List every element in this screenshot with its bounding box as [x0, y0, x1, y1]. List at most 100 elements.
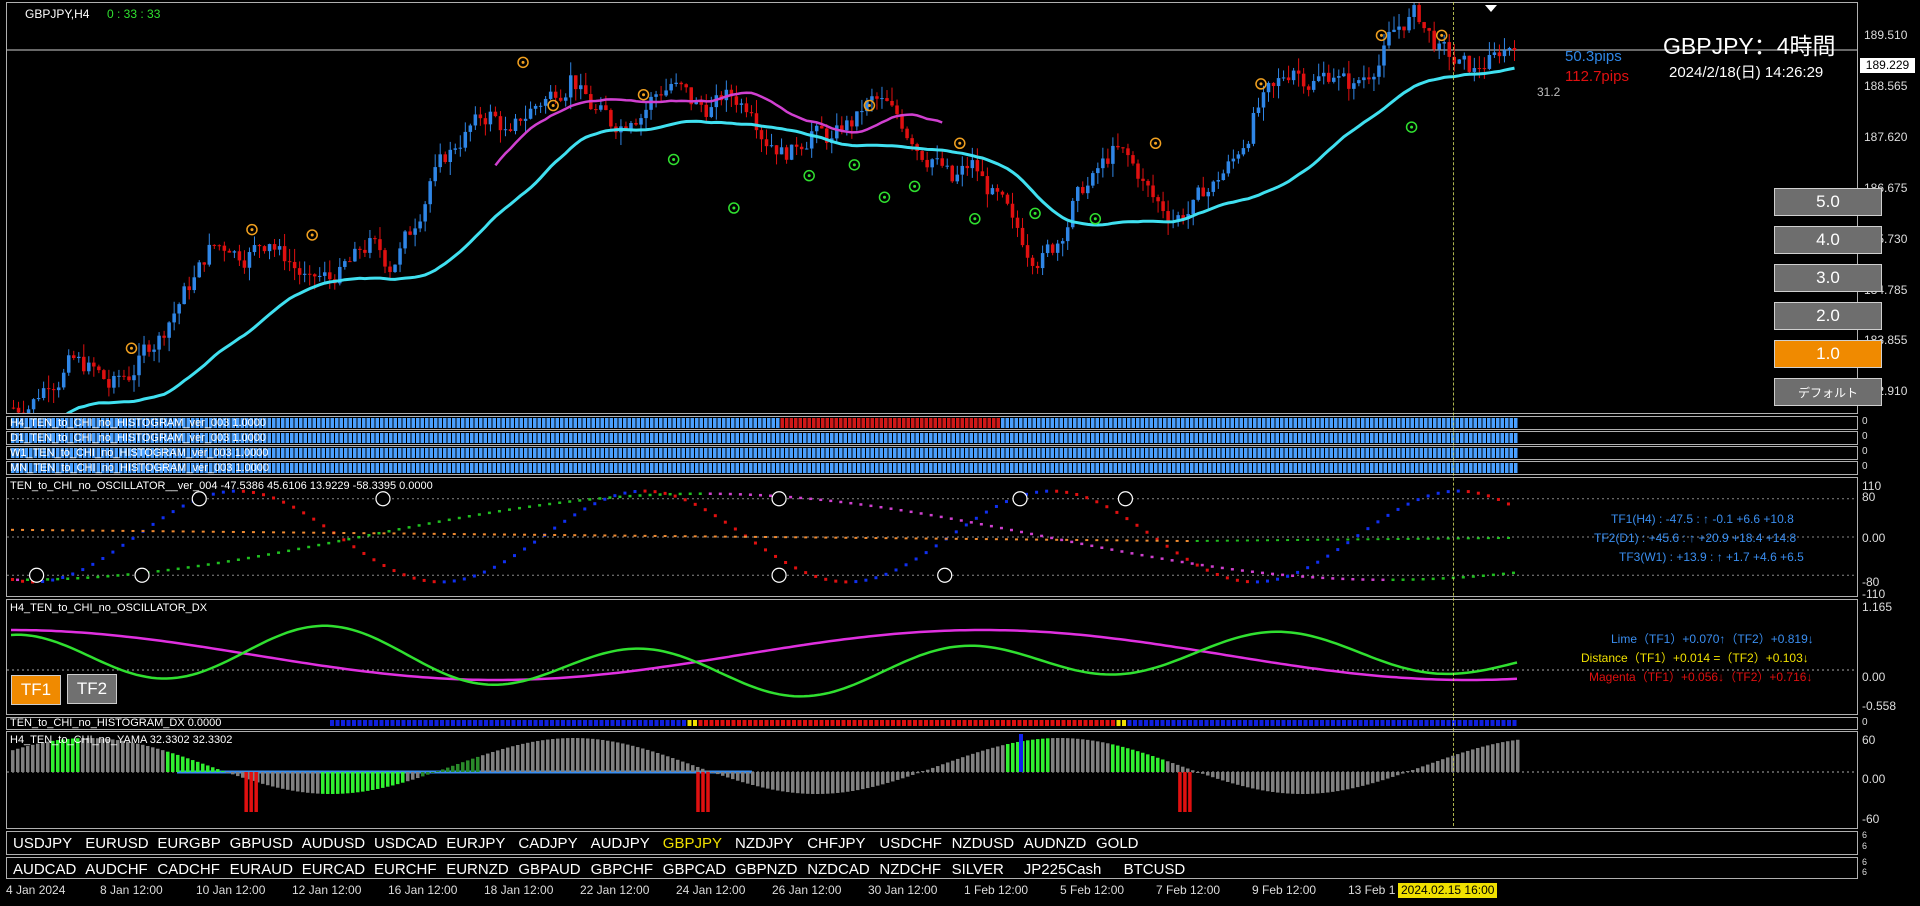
- symbol-gbpchf[interactable]: GBPCHF: [590, 861, 654, 878]
- symbol-cadjpy[interactable]: CADJPY: [518, 835, 578, 852]
- symbol-audchf[interactable]: AUDCHF: [85, 861, 148, 878]
- histogram-dx-bar: [621, 720, 626, 726]
- symbol-euraud[interactable]: EURAUD: [229, 861, 293, 878]
- tf2-button[interactable]: TF2: [67, 674, 117, 704]
- symbol-eurjpy[interactable]: EURJPY: [446, 835, 506, 852]
- histogram-bar: [353, 433, 357, 443]
- histogram-dx-bar: [1221, 720, 1225, 726]
- histogram-bar: [618, 448, 622, 458]
- histogram-bar: [164, 433, 168, 443]
- osc-tf3-dot: [151, 530, 155, 533]
- histogram-bar: [159, 463, 163, 473]
- scale-button-4[interactable]: 4.0: [1774, 226, 1882, 254]
- symbol-audusd[interactable]: AUDUSD: [301, 835, 366, 852]
- histogram-bar: [384, 433, 388, 443]
- osc-tf1-dot: [1306, 566, 1310, 570]
- tf1-button[interactable]: TF1: [11, 675, 61, 705]
- symbol-audnzd[interactable]: AUDNZD: [1023, 835, 1087, 852]
- osc-tf3-dot: [1125, 539, 1129, 542]
- histogram-bar: [717, 433, 721, 443]
- histogram-bar: [803, 418, 807, 428]
- histogram-bar: [1433, 463, 1437, 473]
- yama-bar: [56, 740, 60, 772]
- histogram-bar: [506, 448, 510, 458]
- histogram-bar: [326, 433, 330, 443]
- symbol-btcusd[interactable]: BTCUSD: [1123, 861, 1186, 878]
- candle-body: [353, 248, 357, 262]
- histogram-bar: [1163, 463, 1167, 473]
- symbol-gold[interactable]: GOLD: [1096, 835, 1139, 852]
- yama-bar: [271, 772, 275, 787]
- osc-tf3-dot: [71, 529, 75, 532]
- main-chart-pane[interactable]: GBPJPY,H4 0 : 33 : 33 GBPJPY：4時間 2024/2/…: [6, 2, 1858, 414]
- symbol-nzdcad[interactable]: NZDCAD: [807, 861, 870, 878]
- symbol-gbpnzd[interactable]: GBPNZD: [735, 861, 798, 878]
- symbol-cadchf[interactable]: CADCHF: [157, 861, 220, 878]
- scale-button-1[interactable]: 1.0: [1774, 340, 1882, 368]
- signal-marker-dot: [1410, 125, 1414, 129]
- histogram-bar: [1253, 418, 1257, 428]
- symbol-nzdchf[interactable]: NZDCHF: [879, 861, 942, 878]
- histogram-bar: [677, 463, 681, 473]
- scale-button-3[interactable]: 3.0: [1774, 264, 1882, 292]
- symbol-eurgbp[interactable]: EURGBP: [157, 835, 221, 852]
- osc-tf1-dot: [593, 502, 597, 506]
- symbol-silver[interactable]: SILVER: [951, 861, 1004, 878]
- histogram-bar: [1442, 433, 1446, 443]
- yama-pane[interactable]: H4_TEN_to_CHI_no_YAMA 32.3302 32.3302: [6, 731, 1858, 829]
- histogram-bar: [758, 463, 762, 473]
- symbol-gbpusd[interactable]: GBPUSD: [229, 835, 293, 852]
- histogram-bar: [479, 418, 483, 428]
- histogram-bar: [780, 418, 784, 428]
- histogram-bar: [866, 463, 870, 473]
- candle-body: [1382, 45, 1386, 66]
- histogram-bar: [713, 448, 717, 458]
- yama-red-bar: [249, 772, 253, 812]
- histogram-bar: [1361, 418, 1365, 428]
- histogram-dx-bar: [1056, 720, 1060, 726]
- yama-bar: [896, 772, 900, 780]
- symbol-usdjpy[interactable]: USDJPY: [13, 835, 73, 852]
- histogram-bar: [1410, 418, 1414, 428]
- yama-bar: [51, 740, 55, 772]
- histogram-bar: [1190, 463, 1194, 473]
- yama-bar: [571, 738, 575, 772]
- symbol-eurcad[interactable]: EURCAD: [301, 861, 366, 878]
- symbol-jp225cash[interactable]: JP225Cash: [1023, 861, 1102, 878]
- symbol-eurnzd[interactable]: EURNZD: [446, 861, 509, 878]
- histogram-dx-bar: [924, 720, 928, 726]
- histogram-bar: [1424, 433, 1428, 443]
- symbol-audjpy[interactable]: AUDJPY: [590, 835, 650, 852]
- symbol-gbpaud[interactable]: GBPAUD: [518, 861, 581, 878]
- symbol-nzdjpy[interactable]: NZDJPY: [735, 835, 794, 852]
- scale-button-5[interactable]: 5.0: [1774, 188, 1882, 216]
- scale-button-default[interactable]: デフォルト: [1774, 378, 1882, 406]
- histogram-bar: [1478, 448, 1482, 458]
- symbol-eurusd[interactable]: EURUSD: [85, 835, 149, 852]
- histogram-bar: [1302, 433, 1306, 443]
- histogram-bar: [1352, 463, 1356, 473]
- histogram-dx-bar: [88, 720, 92, 726]
- symbol-gbpjpy[interactable]: GBPJPY: [662, 835, 722, 852]
- histogram-bar: [249, 448, 253, 458]
- signal-marker: [246, 223, 258, 236]
- symbol-audcad[interactable]: AUDCAD: [13, 861, 77, 878]
- scale-button-2[interactable]: 2.0: [1774, 302, 1882, 330]
- histogram-bar: [1365, 448, 1369, 458]
- yama-bar: [801, 772, 805, 794]
- symbol-gbpcad[interactable]: GBPCAD: [662, 861, 727, 878]
- histogram-dx-bar: [495, 720, 499, 726]
- symbol-usdchf[interactable]: USDCHF: [879, 835, 942, 852]
- histogram-bar: [1496, 433, 1500, 443]
- histogram-dx-bar: [357, 720, 362, 726]
- yama-bar: [581, 738, 585, 772]
- symbol-eurchf[interactable]: EURCHF: [374, 861, 437, 878]
- histogram-bar: [132, 433, 136, 443]
- symbol-chfjpy[interactable]: CHFJPY: [807, 835, 866, 852]
- candle-body: [1452, 56, 1457, 64]
- symbol-nzdusd[interactable]: NZDUSD: [951, 835, 1015, 852]
- symbol-usdcad[interactable]: USDCAD: [374, 835, 438, 852]
- osc-tf2-dot: [1170, 559, 1174, 562]
- dx-pane[interactable]: H4_TEN_to_CHI_no_OSCILLATOR_DX Lime（TF1）…: [6, 599, 1858, 715]
- oscillator-pane[interactable]: TEN_to_CHI_no_OSCILLATOR__ver_004 -47.53…: [6, 477, 1858, 597]
